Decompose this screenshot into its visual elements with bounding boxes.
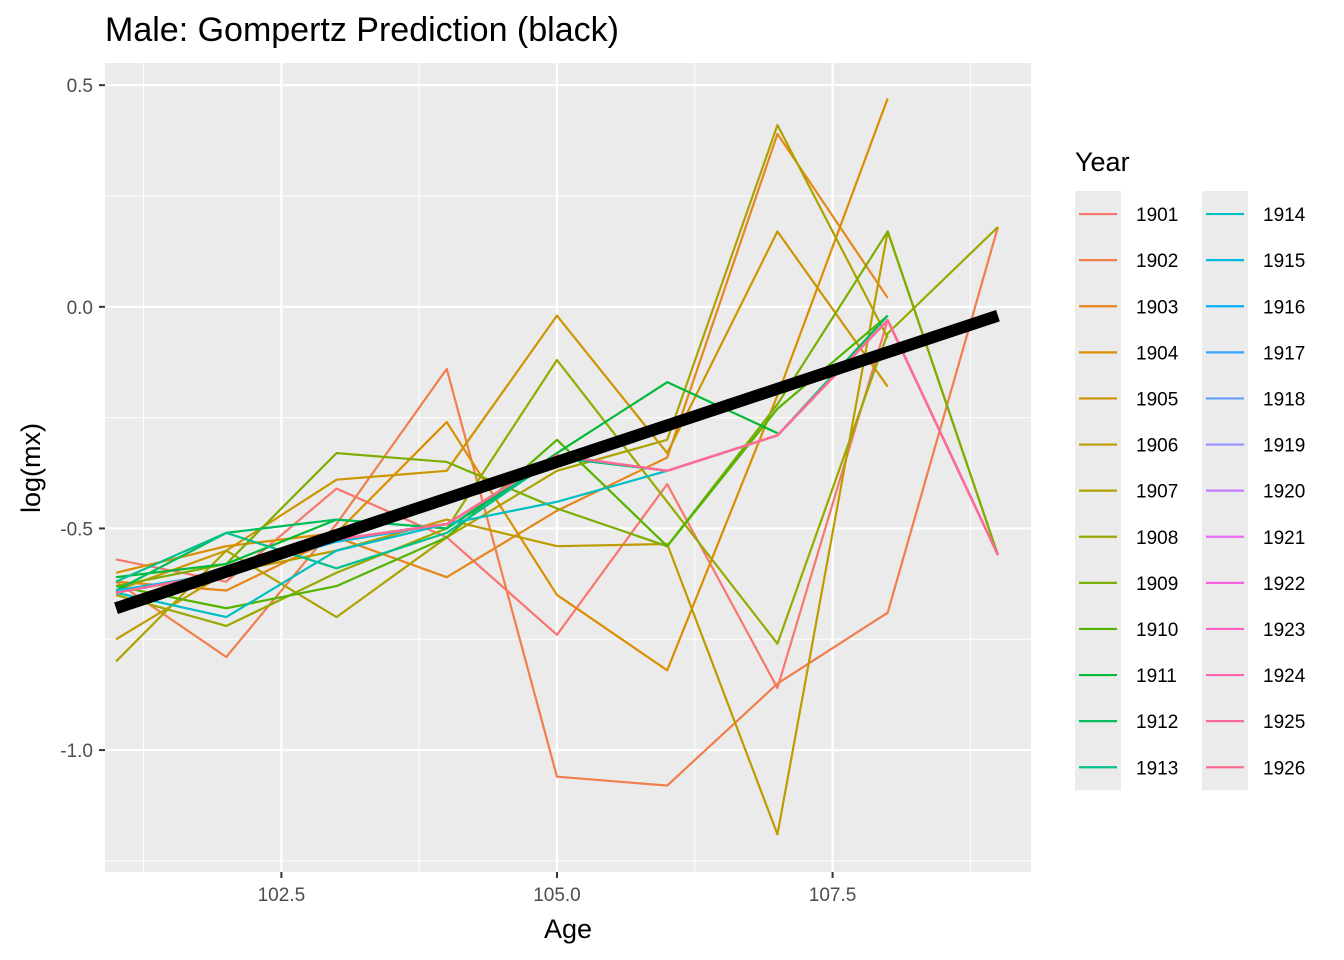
legend-label-1917: 1917 (1263, 343, 1305, 364)
x-tick-label: 105.0 (533, 885, 581, 906)
legend-label-1909: 1909 (1136, 574, 1178, 595)
legend-label-1921: 1921 (1263, 528, 1305, 549)
prediction-line (114, 309, 1000, 614)
y-tick-label: 0.5 (67, 76, 93, 97)
legend-label-1905: 1905 (1136, 389, 1178, 410)
y-axis: 0.5 0.0 -0.5 -1.0 (60, 76, 105, 762)
legend-label-1919: 1919 (1263, 436, 1305, 457)
legend-label-1904: 1904 (1136, 343, 1179, 364)
legend-label-1906: 1906 (1136, 436, 1178, 457)
y-tick-label: -0.5 (60, 519, 93, 540)
legend-label-1922: 1922 (1263, 574, 1305, 595)
legend-label-1923: 1923 (1263, 620, 1305, 641)
y-tick-label: 0.0 (67, 298, 93, 319)
legend-label-1902: 1902 (1136, 251, 1178, 272)
legend-label-1912: 1912 (1136, 712, 1178, 733)
legend-label-1913: 1913 (1136, 758, 1178, 779)
legend: Year 1901 1902 1903 1904 1905 1906 1907 1908 190… (1075, 147, 1306, 791)
legend-label-1910: 1910 (1136, 620, 1178, 641)
legend-label-1907: 1907 (1136, 482, 1178, 503)
series-line-1903 (115, 132, 889, 592)
legend-label-1925: 1925 (1263, 712, 1305, 733)
series-line-1901 (115, 319, 999, 690)
y-tick-label: -1.0 (60, 741, 93, 762)
x-tick-label: 102.5 (258, 885, 306, 906)
legend-label-1911: 1911 (1136, 666, 1177, 687)
legend-label-1920: 1920 (1263, 482, 1305, 503)
legend-label-1903: 1903 (1136, 297, 1178, 318)
series-line-1902 (115, 226, 999, 787)
y-axis-title: log(mx) (16, 423, 46, 513)
legend-label-1924: 1924 (1263, 666, 1306, 687)
x-axis: 102.5 105.0 107.5 (258, 872, 857, 906)
series-line-1909 (115, 230, 999, 588)
legend-label-1926: 1926 (1263, 758, 1305, 779)
x-tick-label: 107.5 (809, 885, 857, 906)
legend-label-1916: 1916 (1263, 297, 1305, 318)
legend-label-1915: 1915 (1263, 251, 1305, 272)
x-axis-title: Age (544, 914, 592, 944)
legend-label-1918: 1918 (1263, 389, 1305, 410)
series-line-1908 (115, 226, 999, 645)
chart-title: Male: Gompertz Prediction (black) (105, 11, 619, 49)
legend-title: Year (1075, 147, 1130, 177)
grid-minor (105, 63, 1031, 872)
legend-label-1901: 1901 (1136, 205, 1178, 226)
legend-label-1914: 1914 (1263, 205, 1306, 226)
prediction-line-group (114, 309, 1000, 614)
legend-label-1908: 1908 (1136, 528, 1178, 549)
